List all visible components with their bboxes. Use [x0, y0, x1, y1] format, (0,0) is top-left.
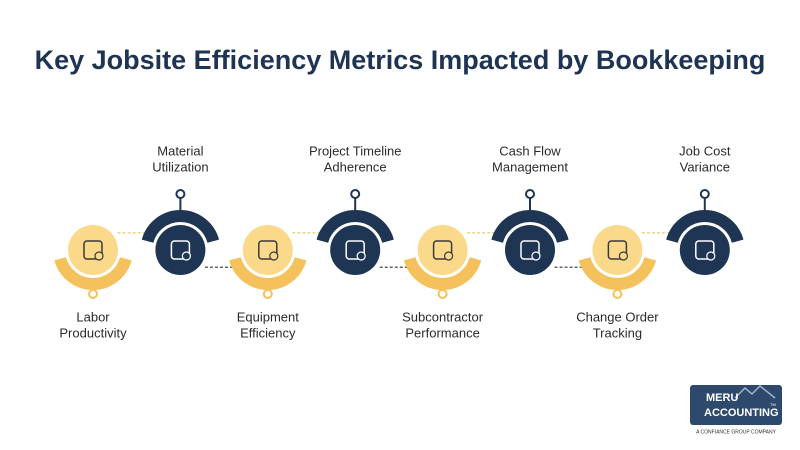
node-icon-dot: [269, 251, 279, 261]
node-label: Performance: [405, 325, 479, 340]
pin-head: [175, 189, 186, 199]
node-circle: [417, 225, 468, 275]
node-icon: [432, 240, 453, 260]
pin-head: [262, 289, 273, 299]
node-label: Utilization: [152, 159, 208, 174]
pin-head: [525, 189, 535, 199]
node-label: Management: [492, 159, 568, 174]
node-label: Equipment: [237, 309, 300, 324]
logo-subname: ACCOUNTING: [704, 407, 779, 419]
node-arc: [578, 256, 657, 290]
node-arc: [141, 210, 220, 244]
node-icon: [695, 240, 715, 260]
node-label: Subcontractor: [402, 309, 484, 324]
logo-mark: TM: [770, 402, 776, 407]
logo-tagline: A CONFIANCE GROUP COMPANY: [696, 429, 776, 435]
node-circle: [242, 225, 293, 275]
pin-head: [699, 189, 710, 199]
node-icon-dot: [181, 251, 191, 261]
node-arc: [54, 256, 132, 290]
node-circle: [505, 225, 555, 275]
node-icon-dot: [444, 251, 454, 261]
node-circle: [68, 225, 118, 275]
node-circle: [592, 225, 643, 275]
pin-head: [437, 289, 448, 299]
title: Key Jobsite Efficiency Metrics Impacted …: [35, 45, 766, 75]
logo: MERU ACCOUNTING TM A CONFIANCE GROUP COM…: [690, 384, 782, 435]
node-icon-dot: [94, 251, 104, 261]
node-label: Change Order: [576, 309, 659, 324]
node-circle: [330, 225, 381, 275]
node-icon-dot: [706, 251, 716, 261]
pin-head: [612, 289, 623, 299]
node-arc: [229, 256, 307, 290]
node-label: Productivity: [59, 325, 127, 340]
pin-head: [350, 189, 361, 199]
node-label: Project Timeline: [309, 143, 401, 158]
node-circle: [155, 225, 206, 275]
node-arc: [491, 210, 569, 244]
node-icon: [345, 240, 365, 260]
node-label: Labor: [76, 309, 110, 324]
node-icon: [520, 240, 540, 260]
logo-name: MERU: [706, 392, 738, 404]
node-label: Cash Flow: [499, 143, 561, 158]
node-icon-dot: [531, 251, 541, 261]
node-icon: [258, 240, 278, 260]
pin-head: [88, 289, 98, 299]
node-circle: [679, 225, 730, 275]
node-icon-dot: [618, 251, 629, 261]
logo-box: [690, 385, 782, 425]
node-label: Tracking: [593, 325, 642, 340]
node-arc: [666, 210, 744, 244]
node-icon: [607, 240, 628, 260]
node-arc: [316, 210, 394, 244]
logo-peaks: [734, 384, 776, 399]
node-label: Job Cost: [679, 143, 731, 158]
node-icon-dot: [356, 251, 366, 261]
node-icon: [170, 240, 191, 260]
node-label: Efficiency: [240, 325, 296, 340]
node-label: Adherence: [324, 159, 387, 174]
node-arc: [403, 256, 482, 290]
node-icon: [83, 240, 103, 260]
node-label: Material: [157, 143, 203, 158]
node-label: Variance: [680, 159, 730, 174]
